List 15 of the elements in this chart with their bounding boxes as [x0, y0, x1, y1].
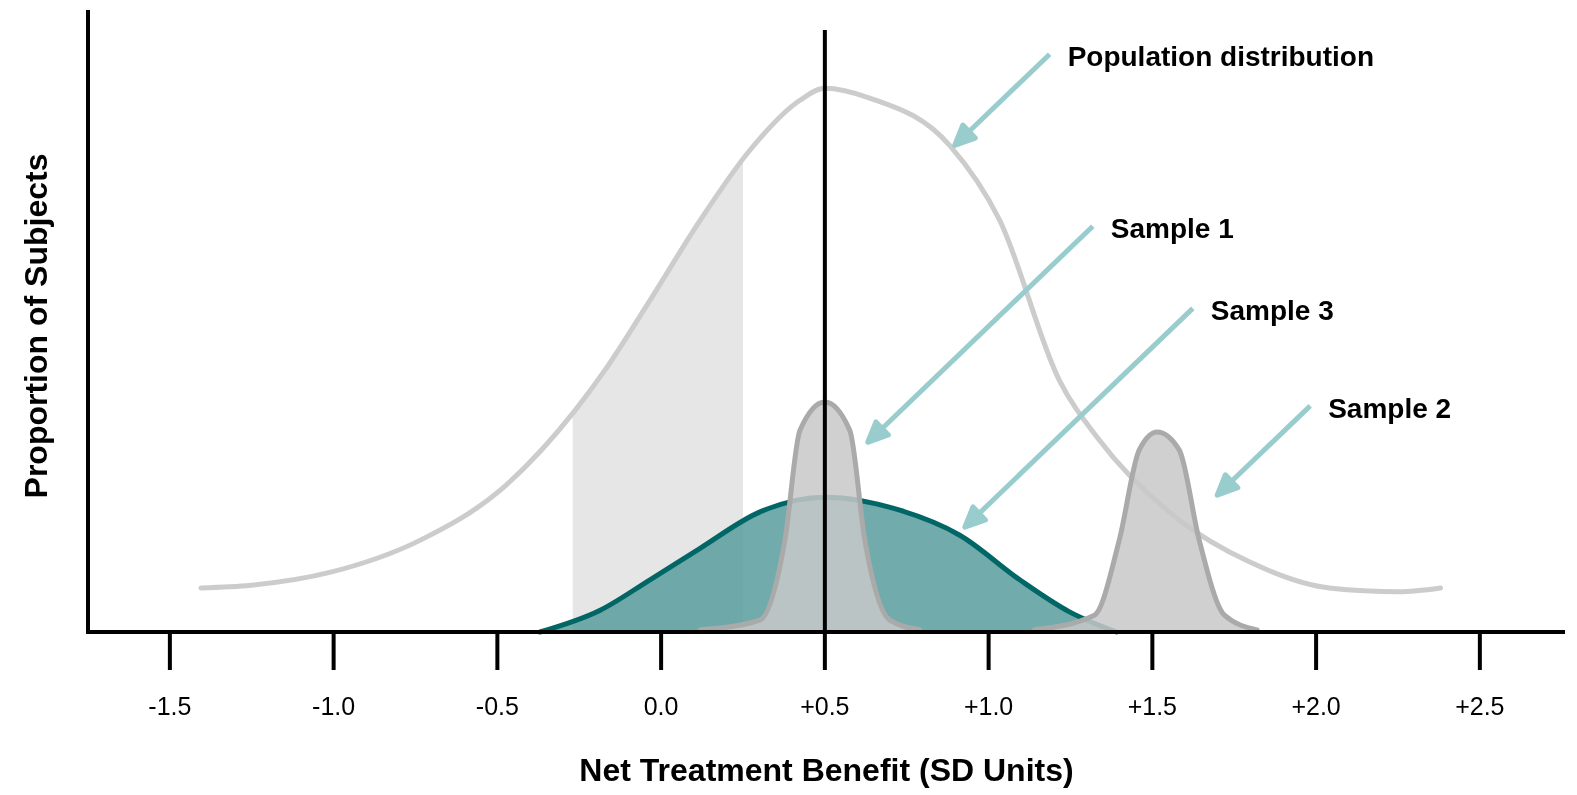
x-tick-label: -0.5	[475, 692, 519, 720]
text: Population distribution	[1067, 41, 1375, 73]
x-tick-label: -1.0	[312, 692, 356, 720]
x-axis-title: Net Treatment Benefit (SD Units)	[579, 752, 1074, 788]
x-tick-label: 0.0	[643, 692, 679, 720]
x-tick-label: +2.0	[1291, 692, 1341, 720]
x-tick-label: +0.5	[800, 692, 850, 720]
x-tick-label: +1.5	[1127, 692, 1178, 720]
text: Sample 2	[1328, 392, 1452, 424]
x-tick-label: +2.5	[1455, 692, 1505, 720]
text: Sample 3	[1210, 295, 1334, 327]
text: Sample 1	[1110, 213, 1234, 245]
x-tick-label: +1.0	[963, 692, 1014, 720]
x-tick-label: -1.5	[148, 692, 192, 720]
y-axis-title: Proportion of Subjects	[18, 153, 54, 499]
